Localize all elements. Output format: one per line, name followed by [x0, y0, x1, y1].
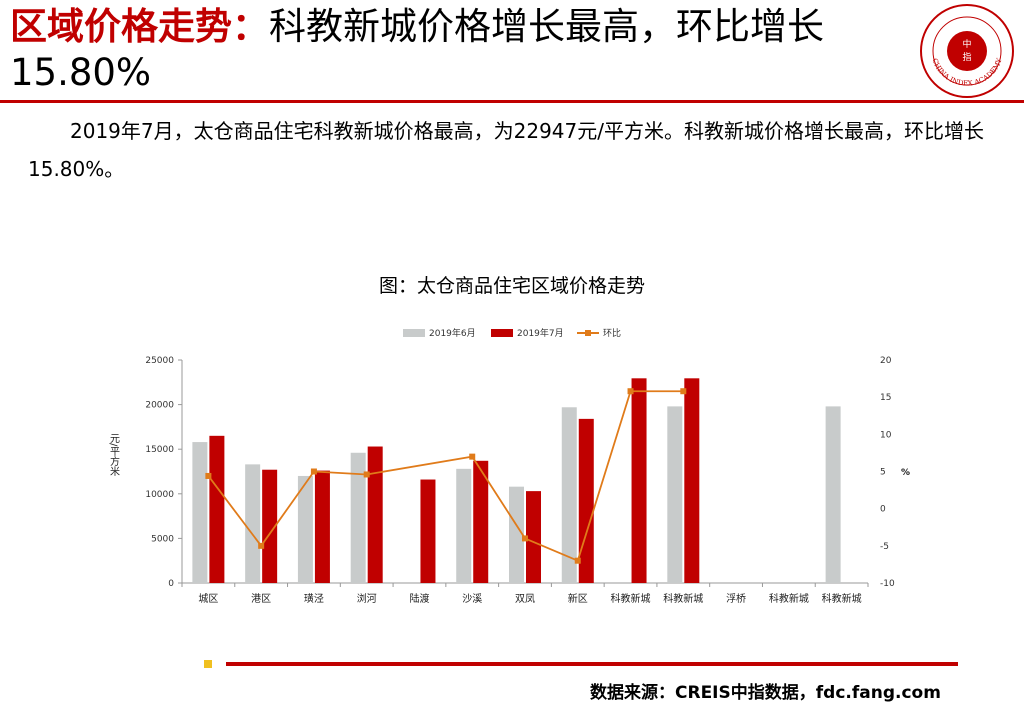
bar-2019-06 — [192, 442, 208, 583]
right-tick-label: 0 — [880, 505, 886, 515]
bar-2019-06 — [509, 486, 524, 583]
legend-label: 2019年6月 — [429, 327, 476, 339]
legend-label: 环比 — [603, 327, 621, 339]
left-tick-label: 0 — [168, 579, 174, 589]
right-axis-title: % — [901, 468, 910, 478]
bar-2019-06 — [825, 406, 841, 583]
left-axis-title: 元/平方米 — [108, 433, 120, 477]
chart-title: 图：太仓商品住宅区域价格走势 — [378, 275, 645, 297]
bar-2019-07 — [209, 435, 225, 583]
right-tick-label: 5 — [880, 468, 886, 478]
bar-2019-07 — [631, 378, 647, 583]
bar-2019-07 — [262, 469, 278, 583]
x-tick-label: 新区 — [568, 592, 588, 605]
mom-point — [363, 471, 370, 478]
left-tick-label: 15000 — [145, 445, 174, 455]
svg-text:中: 中 — [962, 38, 971, 50]
footer-divider — [226, 662, 958, 666]
right-tick-label: -10 — [880, 579, 895, 589]
x-tick-label: 浮桥 — [726, 593, 746, 605]
bar-2019-07 — [314, 470, 330, 583]
svg-text:指: 指 — [962, 51, 971, 63]
mom-point — [258, 542, 265, 549]
chart-legend: 2019年6月 2019年7月 环比 — [403, 327, 621, 339]
mom-point — [574, 557, 581, 564]
left-tick-label: 5000 — [151, 534, 174, 544]
bars-layer — [192, 378, 841, 583]
mom-point — [205, 472, 212, 479]
right-axis: -10 -5 0 5 10 15 20% — [880, 356, 910, 589]
bar-2019-07 — [473, 460, 489, 583]
left-tick-label: 25000 — [145, 356, 174, 366]
left-axis: 0 5000 10000 15000 20000 25000 元/平方米 — [108, 356, 183, 589]
x-tick-label: 科教新城 — [611, 592, 651, 605]
legend-marker — [585, 330, 591, 336]
page-title: 区域价格走势：科教新城价格增长最高，环比增长15.80% — [10, 4, 910, 96]
left-tick-label: 10000 — [145, 490, 174, 500]
bar-2019-07 — [420, 479, 436, 583]
bar-2019-06 — [350, 452, 366, 583]
page-title-rest: 科教新城价格增长最高，环比增长15.80% — [10, 5, 824, 94]
mom-line-layer — [205, 388, 687, 564]
x-axis: 城区 港区 璜泾 浏河 陆渡 沙溪 双凤 新区 科教新城 科教新城 浮桥 科教新城 科教新城 — [181, 582, 869, 605]
x-tick-label: 科教新城 — [822, 592, 862, 605]
page-title-accent: 区域价格走势： — [10, 5, 269, 48]
footer-rule-dot — [204, 660, 212, 668]
summary-text: 2019年7月，太仓商品住宅科教新城价格最高，为22947元/平方米。科教新城价… — [28, 119, 984, 181]
x-tick-label: 陆渡 — [409, 592, 429, 605]
x-tick-label: 璜泾 — [304, 592, 324, 605]
x-tick-label: 浏河 — [357, 592, 377, 605]
x-tick-label: 双凤 — [515, 593, 535, 605]
bar-2019-07 — [526, 491, 541, 583]
bar-2019-06 — [561, 407, 577, 583]
bar-2019-06 — [245, 464, 261, 583]
x-tick-label: 沙溪 — [462, 593, 482, 605]
right-tick-label: 10 — [880, 430, 892, 440]
mom-point — [627, 388, 634, 395]
mom-point — [680, 388, 687, 395]
china-index-academy-logo: 中 指 CHINA INDEX ACADEMY — [920, 4, 1014, 98]
header-divider — [0, 100, 1024, 103]
legend-swatch — [491, 329, 513, 337]
left-tick-label: 20000 — [145, 401, 174, 411]
x-tick-label: 城区 — [198, 593, 218, 605]
bar-2019-07 — [367, 446, 383, 583]
mom-point — [522, 535, 528, 542]
bar-2019-07 — [684, 378, 700, 583]
source-note: 数据来源：CREIS中指数据，fdc.fang.com — [590, 683, 941, 703]
bar-2019-06 — [667, 406, 683, 583]
mom-point — [310, 468, 317, 475]
x-tick-label: 科教新城 — [769, 592, 809, 605]
x-tick-label: 科教新城 — [663, 592, 703, 605]
right-tick-label: 15 — [880, 393, 891, 403]
bar-2019-07 — [578, 418, 594, 583]
mom-line — [207, 390, 684, 562]
bar-2019-06 — [297, 475, 313, 583]
right-tick-label: 20 — [880, 356, 892, 366]
legend-swatch — [403, 329, 425, 337]
x-tick-label: 港区 — [251, 593, 271, 605]
bar-2019-06 — [456, 468, 472, 583]
right-tick-label: -5 — [880, 542, 889, 552]
mom-point — [469, 453, 476, 460]
legend-label: 2019年7月 — [517, 327, 564, 339]
